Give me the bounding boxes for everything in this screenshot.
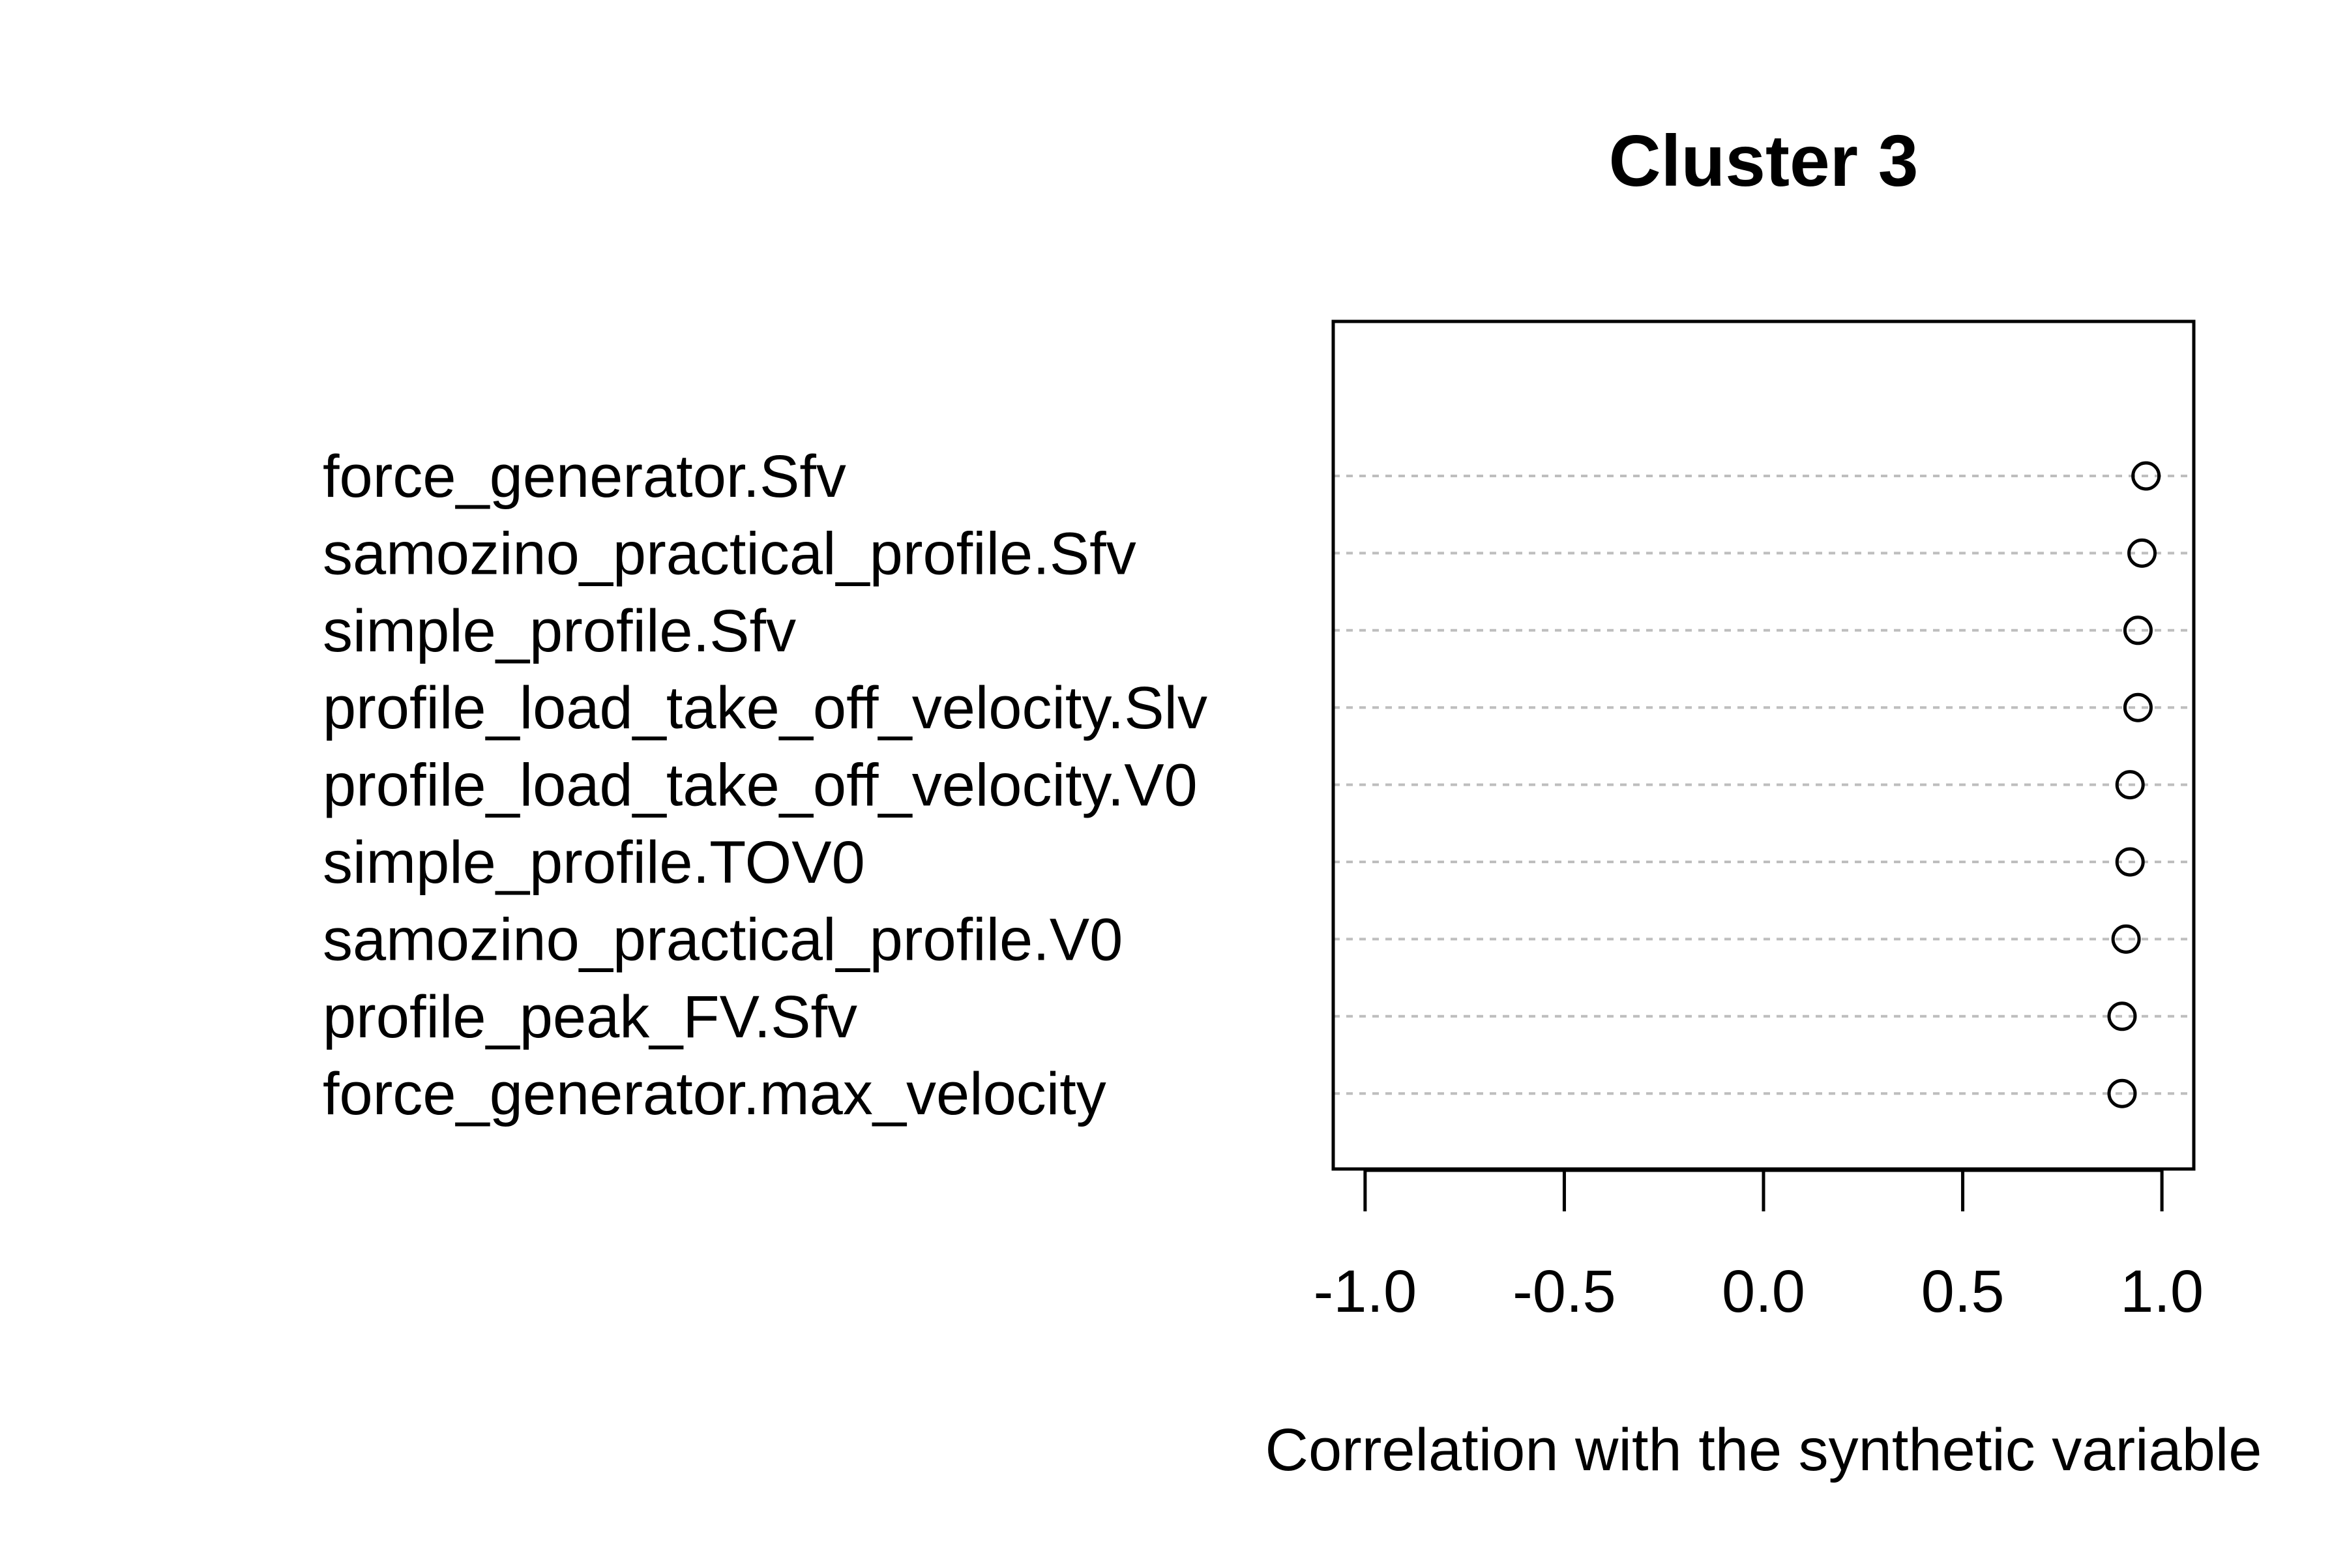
data-point (2107, 1078, 2137, 1108)
data-point (2123, 615, 2153, 645)
x-axis-label: Correlation with the synthetic variable (1265, 1417, 2262, 1483)
data-point (2131, 461, 2161, 491)
row-label: simple_profile.Sfv (323, 598, 796, 664)
x-tick-label: 0.5 (1921, 1258, 2005, 1325)
x-tick-label: -1.0 (1314, 1258, 1417, 1325)
plot-frame (1331, 319, 2196, 1171)
row-label: samozino_practical_profile.V0 (323, 906, 1123, 973)
row-label: profile_load_take_off_velocity.V0 (323, 752, 1198, 819)
data-point (2107, 1001, 2137, 1031)
data-point (2127, 538, 2157, 568)
x-tick-label: 0.0 (1722, 1258, 1805, 1325)
row-label: profile_load_take_off_velocity.Slv (323, 675, 1207, 741)
row-label: profile_peak_FV.Sfv (323, 984, 857, 1050)
row-labels-group: force_generator.Sfv samozino_practical_pr… (323, 443, 1207, 1127)
data-point (2115, 847, 2145, 877)
row-label: samozino_practical_profile.Sfv (323, 520, 1136, 587)
points-group (2107, 461, 2161, 1108)
row-label: simple_profile.TOV0 (323, 829, 865, 896)
x-axis: -1.0 -0.5 0.0 0.5 1.0 (1314, 1168, 2204, 1325)
gridlines-group (1333, 475, 2194, 1095)
row-label: force_generator.max_velocity (323, 1061, 1106, 1127)
data-point (2123, 692, 2153, 722)
x-tick-label: 1.0 (2120, 1258, 2204, 1325)
data-point (2115, 770, 2145, 800)
data-point (2111, 924, 2141, 954)
chart-title: Cluster 3 (1608, 121, 1918, 201)
row-label: force_generator.Sfv (323, 443, 846, 510)
x-tick-label: -0.5 (1513, 1258, 1616, 1325)
x-ticks-group: -1.0 -0.5 0.0 0.5 1.0 (1314, 1170, 2204, 1325)
